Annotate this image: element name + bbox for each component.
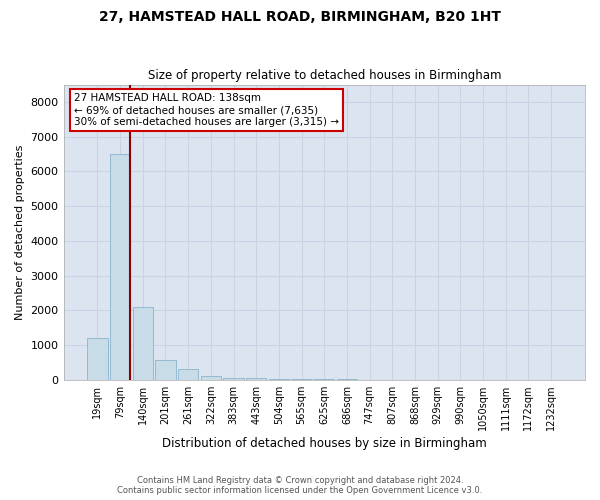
Text: 27, HAMSTEAD HALL ROAD, BIRMINGHAM, B20 1HT: 27, HAMSTEAD HALL ROAD, BIRMINGHAM, B20 … xyxy=(99,10,501,24)
Bar xyxy=(200,376,221,380)
Bar xyxy=(269,379,289,380)
Bar xyxy=(110,154,130,380)
Bar xyxy=(133,307,153,380)
Bar xyxy=(223,378,244,380)
Bar xyxy=(246,378,266,380)
Bar xyxy=(178,370,199,380)
Y-axis label: Number of detached properties: Number of detached properties xyxy=(15,144,25,320)
Title: Size of property relative to detached houses in Birmingham: Size of property relative to detached ho… xyxy=(148,69,501,82)
Text: 27 HAMSTEAD HALL ROAD: 138sqm
← 69% of detached houses are smaller (7,635)
30% o: 27 HAMSTEAD HALL ROAD: 138sqm ← 69% of d… xyxy=(74,94,339,126)
X-axis label: Distribution of detached houses by size in Birmingham: Distribution of detached houses by size … xyxy=(162,437,487,450)
Text: Contains HM Land Registry data © Crown copyright and database right 2024.
Contai: Contains HM Land Registry data © Crown c… xyxy=(118,476,482,495)
Bar xyxy=(87,338,107,380)
Bar xyxy=(155,360,176,380)
